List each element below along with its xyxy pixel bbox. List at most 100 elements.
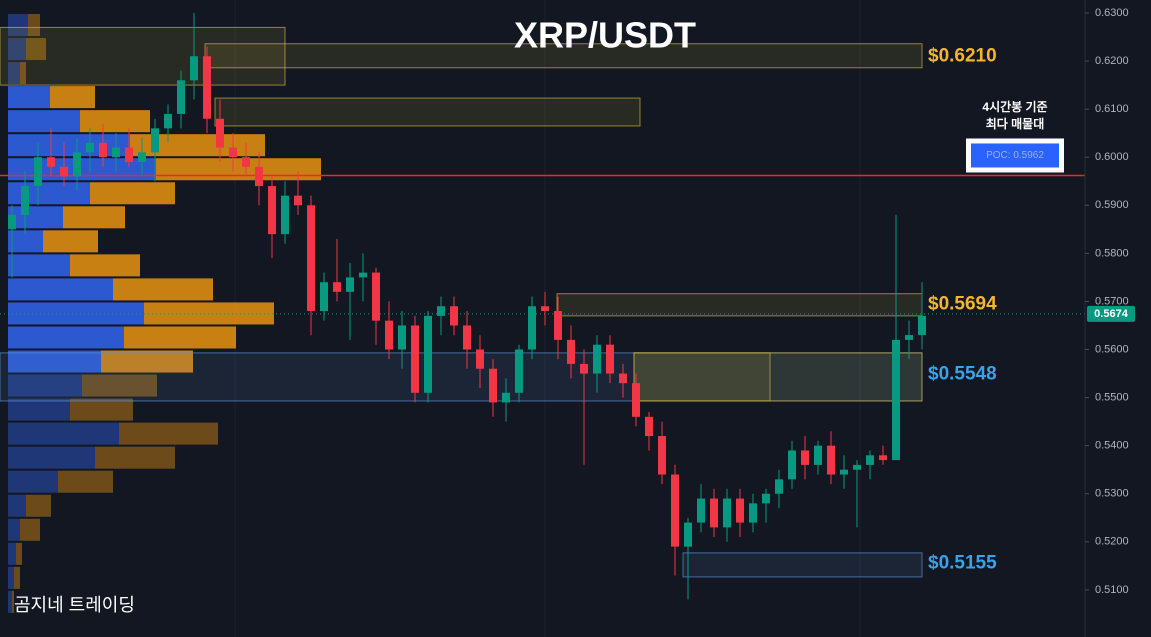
- profile-buy: [8, 374, 82, 397]
- profile-sell: [16, 542, 22, 565]
- profile-sell: [26, 38, 46, 61]
- candle-body: [801, 450, 809, 465]
- profile-buy: [8, 13, 28, 37]
- candle-body: [177, 80, 185, 114]
- profile-buy: [8, 518, 20, 541]
- candle-body: [424, 315, 432, 393]
- candle-body: [229, 147, 237, 158]
- candle-body: [411, 325, 419, 393]
- candle-body: [164, 113, 172, 129]
- y-tick-label: 0.6200: [1095, 55, 1129, 67]
- profile-buy: [8, 134, 130, 157]
- profile-sell: [63, 206, 125, 229]
- candle-body: [918, 315, 926, 336]
- y-tick-label: 0.5200: [1095, 536, 1129, 548]
- y-tick-label: 0.6100: [1095, 103, 1129, 115]
- profile-buy: [8, 110, 80, 133]
- candle-body: [541, 306, 549, 312]
- annotations: POC: 0.5962 $0.6210 $0.5694 $0.5548 $0.5155: [928, 45, 1064, 573]
- candle-body: [268, 186, 276, 235]
- price-axis-labels: 0.5100 0.5200 0.5300 0.5400 0.5500 0.5600 0.57…: [1085, 7, 1135, 596]
- zone: [633, 352, 923, 402]
- y-tick-label: 0.5600: [1095, 343, 1129, 355]
- level-label: $0.5548: [928, 364, 997, 385]
- candle-body: [671, 474, 679, 547]
- profile-sell: [20, 518, 40, 541]
- candle-body: [775, 479, 783, 494]
- profile-sell: [26, 494, 51, 517]
- profile-buy: [8, 446, 95, 469]
- profile-sell: [95, 446, 175, 469]
- profile-buy: [8, 326, 124, 349]
- profile-buy: [8, 494, 26, 517]
- level-label: $0.5694: [928, 293, 997, 314]
- candle-body: [788, 450, 796, 480]
- candle-body: [47, 157, 55, 167]
- profile-buy: [8, 422, 119, 445]
- watermark: 곰지네 트레이딩: [14, 595, 135, 615]
- candle-body: [489, 368, 497, 403]
- poc-box: [971, 143, 1059, 168]
- candles: [8, 12, 926, 600]
- zone: [204, 43, 923, 69]
- candle-body: [190, 56, 198, 81]
- candle-body: [320, 282, 328, 312]
- candle-body: [658, 436, 666, 475]
- candle-body: [866, 455, 874, 465]
- candle-body: [294, 195, 302, 206]
- candle-body: [762, 493, 770, 504]
- candle-body: [528, 306, 536, 350]
- y-tick-label: 0.5900: [1095, 199, 1129, 211]
- candle-body: [333, 282, 341, 292]
- price-lines: [0, 174, 1085, 315]
- profile-buy: [8, 350, 101, 373]
- candle-body: [580, 363, 588, 374]
- profile-sell: [14, 566, 20, 589]
- profile-buy: [8, 398, 70, 421]
- candle-body: [138, 152, 146, 163]
- zone: [0, 352, 923, 402]
- profile-sell: [28, 13, 40, 37]
- profile-sell: [82, 374, 157, 397]
- y-tick-label: 0.5800: [1095, 247, 1129, 259]
- profile-sell: [12, 590, 14, 613]
- candle-body: [86, 142, 94, 153]
- candle-body: [502, 392, 510, 403]
- profile-sell: [20, 62, 26, 85]
- zone: [214, 97, 641, 127]
- y-tick-label: 0.5700: [1095, 295, 1129, 307]
- profile-sell: [70, 398, 133, 421]
- candle-body: [905, 335, 913, 340]
- profile-buy: [8, 230, 43, 253]
- profile-sell: [90, 182, 175, 205]
- candle-body: [112, 147, 120, 158]
- profile-buy: [8, 158, 156, 181]
- candle-body: [463, 325, 471, 350]
- zone: [682, 552, 923, 578]
- profile-sell: [58, 470, 113, 493]
- candle-body: [697, 498, 705, 523]
- level-label: $0.6210: [928, 45, 997, 66]
- poc-note: 최다 매물대: [986, 116, 1045, 131]
- candle-body: [554, 311, 562, 340]
- candle-body: [879, 455, 887, 461]
- y-tick-label: 0.5300: [1095, 488, 1129, 500]
- candle-body: [216, 118, 224, 148]
- candle-body: [60, 166, 68, 177]
- candle-body: [476, 349, 484, 369]
- profile-sell: [50, 86, 95, 109]
- candle-body: [684, 522, 692, 547]
- candle-body: [372, 272, 380, 321]
- candle-body: [359, 272, 367, 278]
- candle-body: [151, 128, 159, 153]
- profile-buy: [8, 182, 90, 205]
- profile-sell: [43, 230, 98, 253]
- candle-body: [567, 339, 575, 364]
- profile-buy: [8, 278, 113, 301]
- candle-body: [736, 498, 744, 523]
- candle-body: [593, 344, 601, 374]
- candle-body: [21, 186, 29, 215]
- profile-buy: [8, 566, 14, 589]
